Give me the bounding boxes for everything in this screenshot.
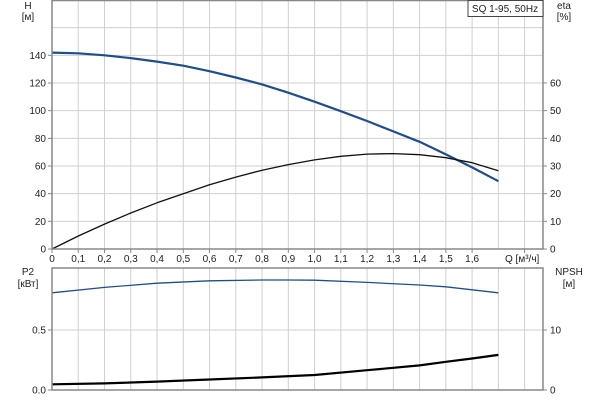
left-tick-label: 40	[35, 189, 47, 200]
x-tick-label: 1,5	[439, 254, 453, 265]
left-tick-label: 60	[35, 162, 47, 173]
legend-box	[467, 0, 544, 17]
right-tick-label: 10	[550, 217, 562, 228]
right-tick-label: 50	[550, 106, 562, 117]
x-tick-label: 0,2	[98, 254, 112, 265]
x-tick-label: 1,4	[413, 254, 427, 265]
right-tick-label: 20	[550, 189, 562, 200]
top-grid	[52, 0, 543, 249]
bottom-plot-frame	[51, 267, 544, 391]
p2-axis-label: P2	[22, 267, 35, 278]
x-tick-label: 0,8	[255, 254, 269, 265]
series-line-0-1	[51, 152, 499, 250]
x-tick-label: 1,1	[334, 254, 348, 265]
npsh-axis-unit: [м]	[563, 279, 576, 290]
right-tick-label: 0	[550, 386, 556, 397]
x-tick-label: 0,7	[229, 254, 243, 265]
right-tick-label: 0	[550, 245, 556, 256]
npsh-axis-label: NPSH	[555, 267, 583, 278]
x-tick-label: 1,0	[308, 254, 322, 265]
series-lines	[51, 51, 499, 386]
x-tick-label: 1,6	[465, 254, 479, 265]
left-tick-label: 0.5	[32, 326, 46, 337]
x-tick-label: 0,1	[71, 254, 85, 265]
x-tick-label: 1,2	[360, 254, 374, 265]
x-tick-label: 0,4	[150, 254, 164, 265]
right-tick-label: 30	[550, 162, 562, 173]
series-line-0-0	[51, 51, 499, 183]
p2-axis-unit: [кВт]	[18, 279, 39, 290]
top-plot-frame	[51, 0, 544, 250]
series-line-1-1	[51, 353, 499, 386]
x-tick-label: 0	[49, 254, 55, 265]
left-tick-label: 100	[29, 106, 46, 117]
x-tick-label: 0,9	[281, 254, 295, 265]
tick-labels: 02040608010012014001020304050600.00.5010…	[29, 51, 561, 397]
left-tick-label: 120	[29, 79, 46, 90]
left-tick-label: 140	[29, 51, 46, 62]
eta-axis-unit: [%]	[557, 12, 572, 23]
left-tick-label: 0.0	[32, 386, 46, 397]
left-tick-label: 80	[35, 134, 47, 145]
series-line-1-0	[51, 279, 499, 294]
h-axis-label: H	[24, 1, 31, 12]
x-tick-label: 0,6	[203, 254, 217, 265]
x-tick-label: 0,5	[176, 254, 190, 265]
x-tick-label: 0,3	[124, 254, 138, 265]
legend-label: SQ 1-95, 50Hz	[472, 4, 538, 15]
h-axis-unit: [м]	[22, 12, 35, 23]
x-tick-label: 1,3	[386, 254, 400, 265]
q-axis-label: Q [м³/ч]	[505, 254, 540, 265]
eta-axis-label: eta	[557, 1, 571, 12]
right-tick-label: 60	[550, 79, 562, 90]
right-tick-label: 10	[550, 325, 562, 336]
left-tick-label: 20	[35, 217, 47, 228]
right-tick-label: 40	[550, 134, 562, 145]
left-tick-label: 0	[40, 245, 46, 256]
